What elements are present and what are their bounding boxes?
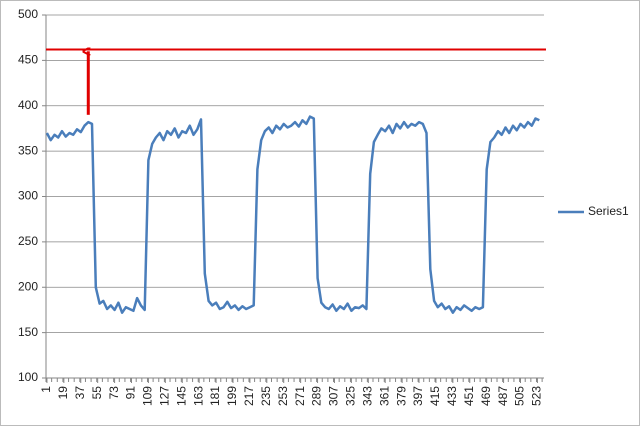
x-tick-label: 505 [513,386,527,406]
y-tick-label: 300 [18,189,38,203]
x-tick-label: 73 [107,386,121,400]
x-tick-label: 397 [411,386,425,406]
x-tick-label: 487 [496,386,510,406]
x-tick-label: 145 [174,386,188,406]
y-tick-label: 400 [18,98,38,112]
x-tick-label: 469 [479,386,493,406]
x-tick-label: 127 [158,386,172,406]
data-line [45,115,540,314]
y-tick-label: 450 [18,53,38,67]
x-tick-label: 1 [39,386,53,393]
legend-label: Series1 [588,204,629,218]
x-tick-label: 523 [530,386,544,406]
x-tick-label: 181 [208,386,222,406]
x-tick-label: 433 [445,386,459,406]
y-tick-label: 350 [18,143,38,157]
x-tick-label: 379 [394,386,408,406]
x-tick-label: 163 [191,386,205,406]
x-tick-label: 19 [56,386,70,400]
x-tick-label: 271 [293,386,307,406]
x-tick-label: 307 [327,386,341,406]
x-tick-label: 109 [141,386,155,406]
x-tick-label: 343 [360,386,374,406]
y-tick-label: 100 [18,370,38,384]
x-tick-label: 253 [276,386,290,406]
x-tick-label: 325 [344,386,358,406]
x-tick-label: 451 [462,386,476,406]
x-tick-label: 289 [310,386,324,406]
x-tick-label: 199 [225,386,239,406]
y-tick-label: 150 [18,325,38,339]
x-tick-label: 91 [124,386,138,400]
x-tick-label: 361 [377,386,391,406]
y-tick-label: 200 [18,279,38,293]
x-tick-label: 217 [242,386,256,406]
y-tick-label: 500 [18,7,38,21]
x-tick-label: 415 [428,386,442,406]
x-tick-label: 37 [73,386,87,400]
x-tick-label: 235 [259,386,273,406]
y-tick-label: 250 [18,234,38,248]
x-tick-label: 55 [90,386,104,400]
